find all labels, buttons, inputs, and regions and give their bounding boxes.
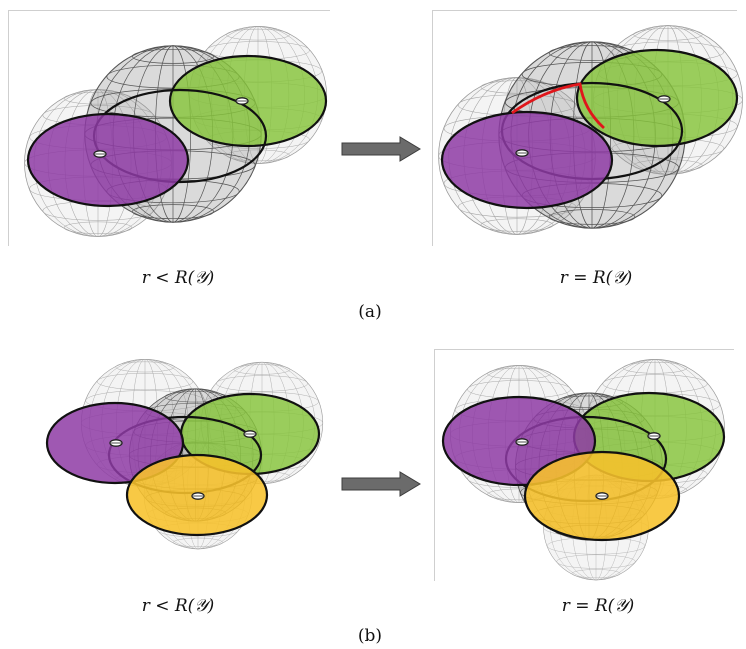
center-dot [515, 438, 529, 446]
arrow-b [341, 471, 421, 497]
panel-frame-top [434, 349, 734, 350]
purple-disc [440, 110, 614, 210]
panel-frame-left [434, 349, 435, 581]
center-dot [243, 430, 257, 438]
center-dot [109, 439, 123, 447]
caption-a-right: r = R(𝒴) [559, 268, 633, 288]
diagram-a-right [438, 25, 743, 235]
caption-a-left: r < R(𝒴) [141, 268, 215, 288]
center-dot [515, 149, 529, 157]
center-dot [191, 492, 205, 500]
panel-frame-top [432, 10, 737, 11]
caption-b-left: r < R(𝒴) [141, 596, 215, 616]
center-dot [657, 95, 671, 103]
diagram-b-left [45, 358, 324, 550]
sublabel-b: (b) [357, 626, 383, 646]
purple-disc [26, 112, 190, 208]
diagram-b-right [441, 359, 726, 581]
panel-frame-left [432, 10, 433, 246]
center-dot [595, 492, 609, 500]
arrow-a [341, 136, 421, 162]
caption-b-right: r = R(𝒴) [561, 596, 635, 616]
center-dot [647, 432, 661, 440]
center-dot [235, 97, 249, 105]
center-dot [93, 150, 107, 158]
red-arc [511, 82, 605, 130]
panel-frame-top [8, 10, 330, 11]
diagram-a-left [24, 26, 328, 237]
panel-frame-left [8, 10, 9, 246]
sublabel-a: (a) [358, 302, 382, 322]
